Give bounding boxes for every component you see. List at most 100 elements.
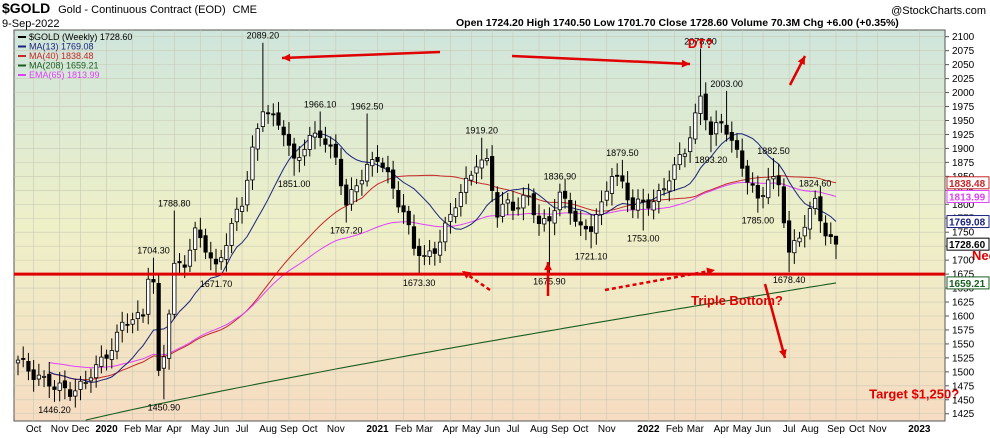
price-label: 1893.20 [695, 155, 728, 165]
candle-body [479, 159, 484, 169]
y-tick-label: 1500 [952, 367, 975, 378]
candle-body [651, 201, 656, 211]
x-tick-label: Nov [869, 424, 887, 435]
candle-body [94, 364, 99, 379]
value-badge-text: 1659.21 [949, 279, 986, 290]
candle-body [57, 382, 62, 391]
candle-body [443, 222, 448, 243]
ma13-path [49, 133, 837, 383]
x-tick-label: May [191, 424, 210, 435]
candle-body [146, 278, 151, 315]
arrow-triple-right-shaft [604, 268, 716, 292]
candle-body [354, 185, 359, 193]
arrow-dt-right-shaft [511, 54, 691, 66]
x-tick-label: Jun [484, 424, 500, 435]
x-tick-label: Mar [145, 424, 163, 435]
y-tick-label: 2050 [952, 60, 975, 71]
candle-body [245, 179, 250, 206]
x-tick-label: Oct [302, 424, 318, 435]
chart-date: 9-Sep-2022 [2, 18, 60, 30]
y-tick-label: 1675 [952, 270, 975, 281]
candle-body [177, 261, 182, 264]
price-label: 1704.30 [137, 246, 170, 256]
candle-body [474, 166, 479, 174]
candle-body [318, 130, 323, 138]
candle-body [448, 213, 453, 222]
y-tick-label: 1625 [952, 298, 975, 309]
x-tick-label: Nov [327, 424, 345, 435]
candle-body [109, 350, 114, 360]
candle-body [599, 201, 604, 215]
candle-body [672, 164, 677, 180]
symbol: $GOLD [2, 0, 50, 16]
candle-body [219, 257, 224, 263]
annotation-label: DT? [688, 36, 713, 51]
candle-body [661, 188, 667, 191]
candle-body [114, 331, 120, 352]
candle-body [391, 169, 396, 189]
candle-body [125, 323, 130, 326]
price-label: 1675.90 [533, 277, 566, 287]
candle-body [229, 222, 234, 246]
candle-body [740, 150, 745, 169]
candle-body [203, 235, 208, 253]
candle-body [787, 220, 792, 253]
y-tick-label: 2075 [952, 46, 975, 57]
exchange: CME [233, 4, 257, 16]
candle-body [698, 95, 703, 114]
price-labels: 1446.20 1450.90 1704.30 1788.80 1671.70 2089.… [38, 31, 831, 415]
candle-body [453, 207, 458, 217]
candle-body [677, 154, 682, 166]
candle-body [271, 113, 276, 116]
candle-body [688, 137, 693, 153]
candle-body [359, 180, 364, 185]
candle-body [693, 112, 698, 140]
candle-body [656, 190, 661, 202]
x-tick-label: Sep [827, 424, 845, 435]
value-badge-text: 1838.48 [949, 179, 986, 190]
x-tick-label: Oct [849, 424, 865, 435]
x-tick-label: Dec [72, 424, 90, 435]
annotation-label: Triple Bottom? [691, 293, 783, 308]
candle-body [833, 235, 839, 245]
candle-body [417, 245, 422, 257]
price-label: 1962.50 [351, 102, 384, 112]
candle-body [292, 143, 297, 159]
candle-body [531, 193, 536, 216]
value-badge-text: 1769.08 [949, 218, 986, 229]
y-tick-label: 1700 [952, 256, 975, 267]
candle-body [193, 227, 198, 250]
candle-body [411, 226, 417, 249]
x-tick-label: Sep [551, 424, 569, 435]
x-axis: Oct Nov Dec 2020 Feb Mar Apr May Jun Jul Aug Sep Oct… [26, 424, 931, 435]
legend-label: MA(13) 1769.08 [29, 42, 94, 52]
candle-body [41, 375, 47, 378]
candle-body [380, 162, 385, 168]
candle-body [78, 380, 83, 390]
candle-body [172, 262, 177, 315]
candle-body [265, 112, 271, 115]
candle-body [818, 196, 823, 222]
x-tick-label: Jul [783, 424, 796, 435]
price-label: 1879.50 [606, 148, 639, 158]
candle-body [375, 156, 380, 162]
x-tick-label: Sep [280, 424, 298, 435]
candle-body [552, 210, 557, 224]
arrow-target-down-shaft [763, 283, 787, 359]
ma40-path [49, 174, 837, 381]
candle-body [536, 215, 542, 224]
value-badge [946, 276, 990, 290]
candle-body [594, 214, 599, 234]
candle-body [813, 197, 818, 209]
arrow-triple-mid-head [544, 262, 552, 271]
annotation-label: Target $1,250? [869, 387, 959, 402]
y-tick-label: 1525 [952, 353, 975, 364]
candle-body [52, 386, 57, 390]
candle-body [578, 221, 583, 226]
candle-body [760, 195, 766, 197]
candle-body [26, 361, 31, 372]
x-tick-label: May [462, 424, 481, 435]
candle-body [573, 210, 578, 222]
price-label: 1788.80 [158, 199, 191, 209]
